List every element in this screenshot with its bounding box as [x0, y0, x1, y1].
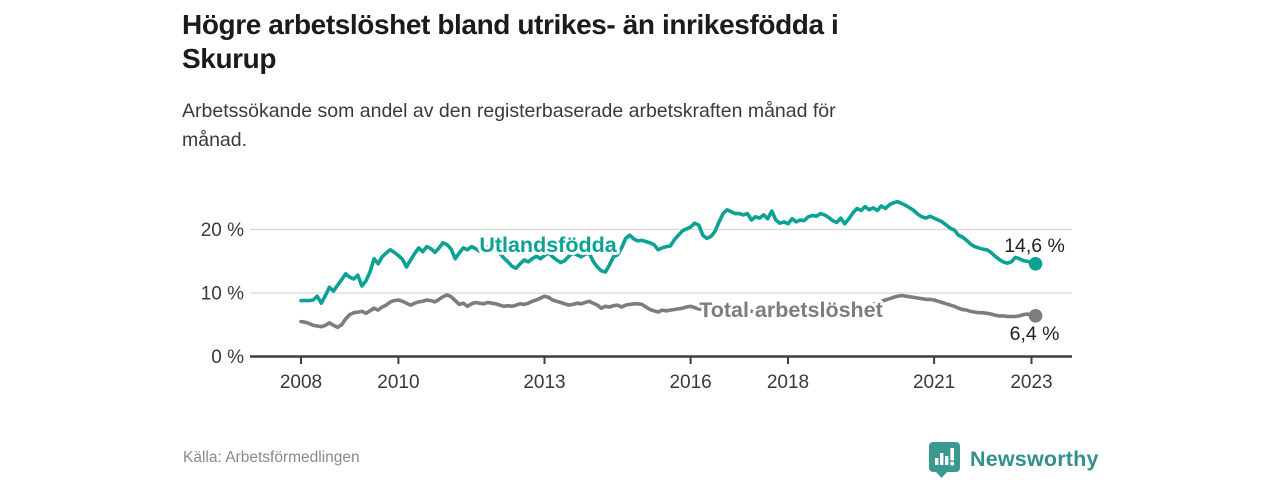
end-dot — [1028, 256, 1043, 271]
y-tick-label: 0 % — [211, 347, 244, 368]
newsworthy-logo-icon — [929, 442, 960, 478]
x-tick-label: 2008 — [280, 372, 322, 393]
newsworthy-logo: Newsworthy — [928, 441, 1099, 478]
title-line-2: Skurup — [182, 43, 277, 74]
subtitle-line-1: Arbetssökande som andel av den registerb… — [182, 100, 836, 122]
series-line-total — [299, 293, 1038, 330]
y-tick-label: 20 % — [201, 220, 244, 241]
series-label-total: Total arbetslöshet — [699, 298, 883, 322]
end-dot — [1028, 309, 1043, 323]
end-value-label: 14,6 % — [1004, 235, 1065, 257]
x-tick-label: 2023 — [1010, 372, 1052, 393]
page-title: Högre arbetslöshet bland utrikes- än inr… — [182, 8, 1122, 76]
x-tick-label: 2010 — [377, 372, 419, 393]
series-line-utlandsfodda — [299, 199, 1038, 306]
source-caption: Källa: Arbetsförmedlingen — [183, 449, 360, 466]
x-tick-label: 2016 — [669, 372, 711, 393]
end-value-label: 6,4 % — [1010, 323, 1060, 345]
chart-header: Högre arbetslöshet bland utrikes- än inr… — [182, 8, 1122, 155]
chart-subtitle: Arbetssökande som andel av den registerb… — [182, 97, 1122, 155]
series-label-utlandsfodda: Utlandsfödda — [479, 233, 617, 257]
y-tick-label: 10 % — [201, 284, 244, 305]
newsworthy-logo-text: Newsworthy — [970, 447, 1099, 471]
subtitle-line-2: månad. — [182, 129, 248, 151]
x-tick-label: 2013 — [523, 372, 565, 393]
x-tick-label: 2018 — [767, 372, 809, 393]
title-line-1: Högre arbetslöshet bland utrikes- än inr… — [182, 9, 839, 40]
x-tick-label: 2021 — [913, 372, 955, 393]
